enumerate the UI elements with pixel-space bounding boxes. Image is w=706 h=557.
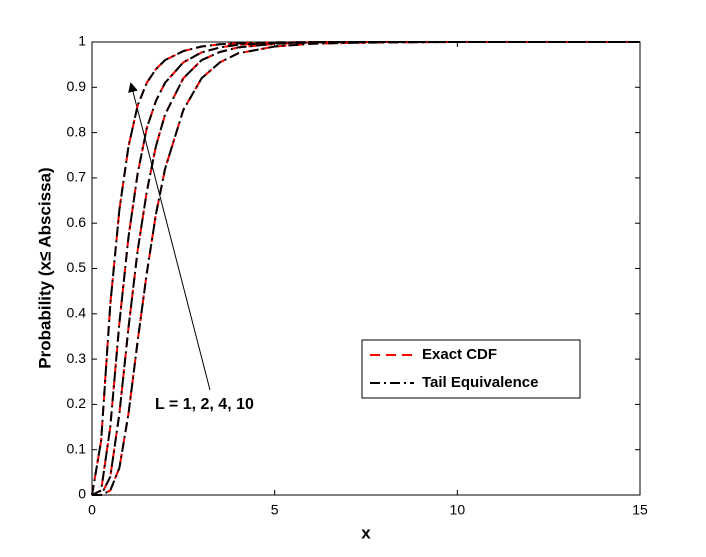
x-tick-label: 5 bbox=[271, 502, 279, 518]
line-curve bbox=[92, 41, 640, 496]
legend-box bbox=[361, 339, 581, 399]
y-tick-label: 0.1 bbox=[67, 440, 87, 456]
line-curve bbox=[91, 41, 640, 496]
y-tick-label: 0.9 bbox=[67, 78, 87, 94]
y-tick-label: 0.6 bbox=[67, 214, 87, 230]
y-tick-label: 1 bbox=[78, 33, 86, 49]
y-tick-label: 0.2 bbox=[67, 395, 87, 411]
y-tick-label: 0.4 bbox=[67, 305, 87, 321]
y-tick-label: 0.5 bbox=[67, 259, 87, 275]
annotation: L = 1, 2, 4, 10 bbox=[155, 396, 254, 413]
x-tick-label: 10 bbox=[450, 502, 466, 518]
plot-frame bbox=[91, 41, 641, 496]
x-axis-label: x bbox=[361, 523, 371, 542]
line-curve bbox=[92, 41, 640, 496]
y-tick-label: 0 bbox=[78, 486, 86, 502]
y-tick-label: 0.3 bbox=[67, 350, 87, 366]
line-curve bbox=[92, 41, 640, 496]
line-curve bbox=[92, 41, 640, 496]
line-curve bbox=[91, 41, 640, 496]
line-curve bbox=[91, 41, 640, 496]
y-axis-label: Probability (x≤ Abscissa) bbox=[35, 167, 54, 368]
legend-label: Tail Equivalence bbox=[422, 374, 538, 391]
line-curve bbox=[91, 41, 640, 496]
x-tick-label: 0 bbox=[88, 502, 96, 518]
y-tick-label: 0.8 bbox=[67, 123, 87, 139]
legend-label: Exact CDF bbox=[422, 346, 497, 363]
x-tick-label: 15 bbox=[632, 502, 648, 518]
annotation-arrow bbox=[128, 82, 211, 391]
y-tick-label: 0.7 bbox=[67, 169, 87, 185]
